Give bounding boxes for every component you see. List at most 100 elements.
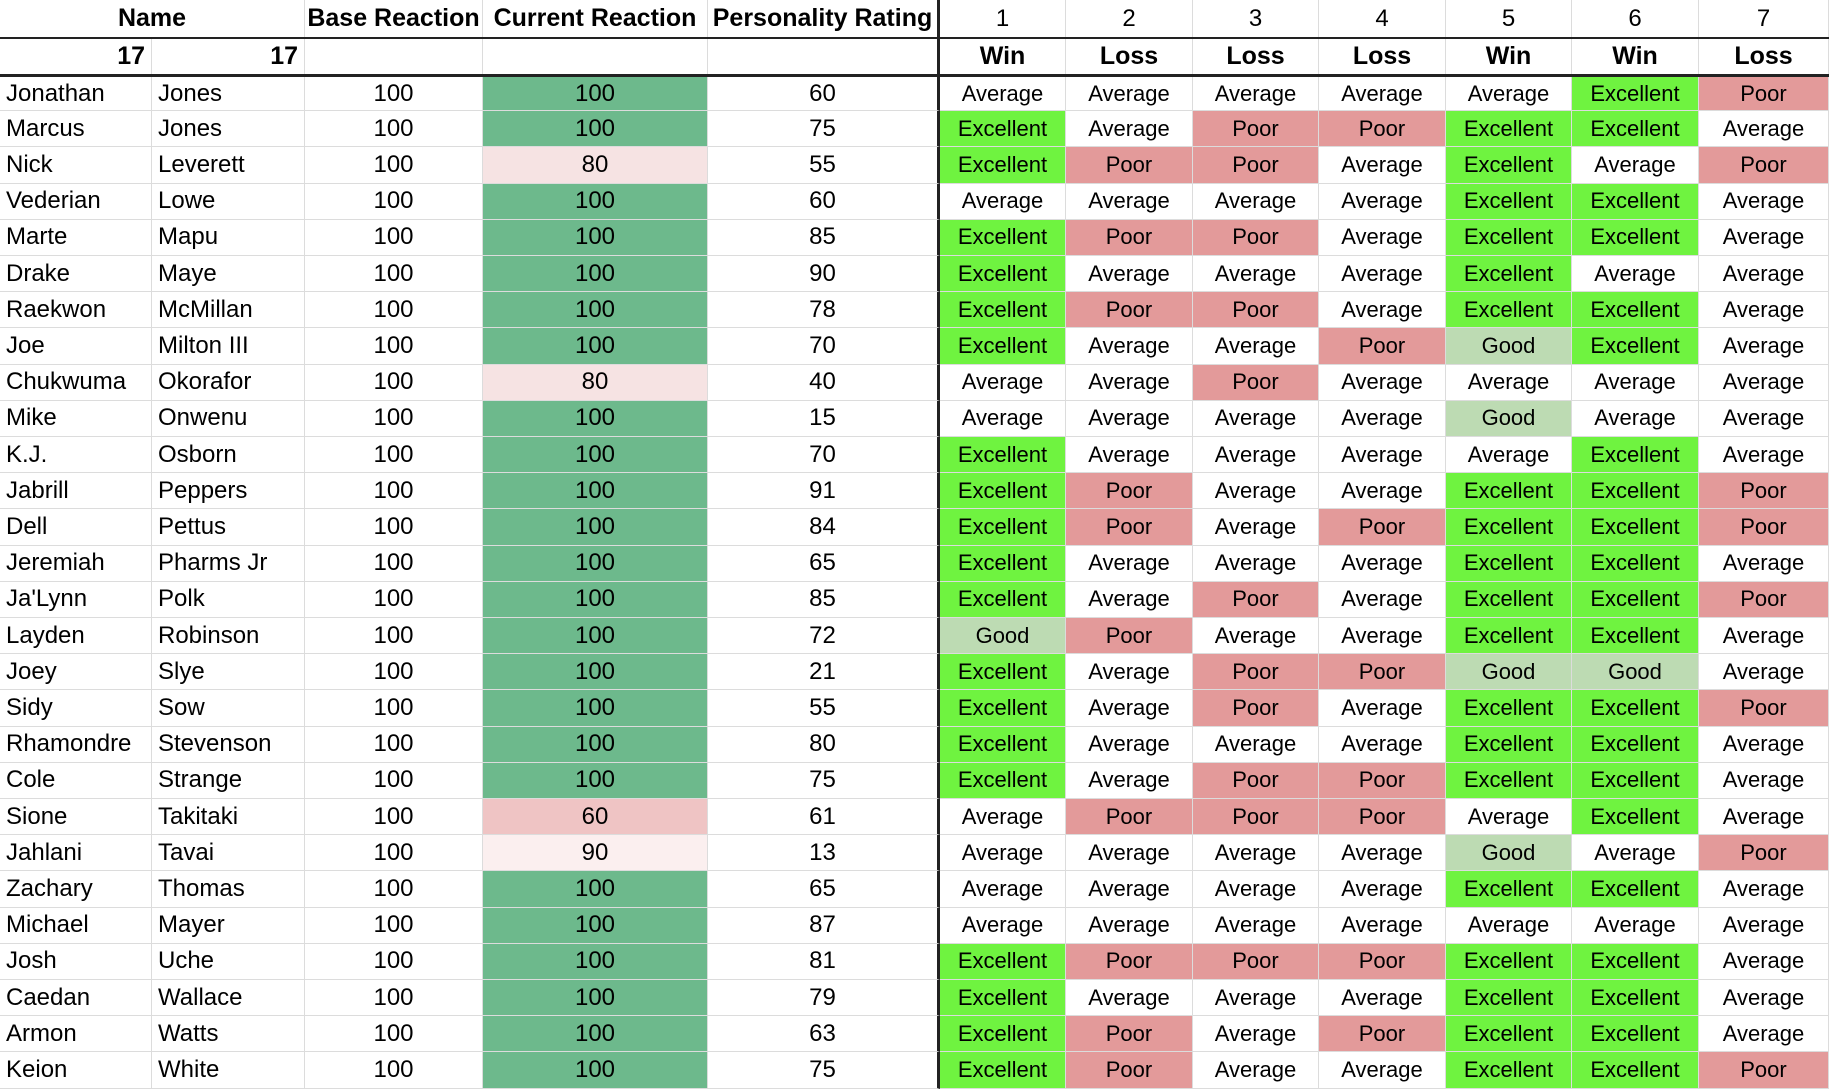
first-name-cell[interactable]: Marte xyxy=(0,219,152,256)
personality-rating-cell[interactable]: 70 xyxy=(708,437,940,474)
reaction-week-7-cell[interactable]: Poor xyxy=(1699,1052,1829,1089)
base-reaction-cell[interactable]: 100 xyxy=(305,835,483,872)
reaction-week-2-cell[interactable]: Average xyxy=(1066,980,1193,1017)
reaction-week-5-cell[interactable]: Excellent xyxy=(1446,726,1572,763)
current-reaction-cell[interactable]: 100 xyxy=(483,473,708,510)
reaction-week-1-cell[interactable]: Excellent xyxy=(940,328,1066,365)
last-name-cell[interactable]: Peppers xyxy=(152,473,305,510)
reaction-week-5-cell[interactable]: Excellent xyxy=(1446,943,1572,980)
reaction-week-6-cell[interactable]: Average xyxy=(1572,256,1699,293)
reaction-week-5-cell[interactable]: Excellent xyxy=(1446,292,1572,329)
reaction-week-3-cell[interactable]: Poor xyxy=(1193,762,1319,799)
reaction-week-2-cell[interactable]: Average xyxy=(1066,364,1193,401)
reaction-week-1-cell[interactable]: Excellent xyxy=(940,762,1066,799)
current-reaction-cell[interactable]: 100 xyxy=(483,907,708,944)
first-name-cell[interactable]: Jeremiah xyxy=(0,545,152,582)
personality-rating-cell[interactable]: 75 xyxy=(708,111,940,148)
reaction-week-3-cell[interactable]: Poor xyxy=(1193,799,1319,836)
reaction-week-6-cell[interactable]: Excellent xyxy=(1572,77,1699,112)
reaction-week-7-cell[interactable]: Average xyxy=(1699,545,1829,582)
reaction-week-2-cell[interactable]: Poor xyxy=(1066,473,1193,510)
reaction-week-7-cell[interactable]: Average xyxy=(1699,618,1829,655)
reaction-week-4-cell[interactable]: Average xyxy=(1319,581,1446,618)
reaction-week-6-cell[interactable]: Average xyxy=(1572,364,1699,401)
base-reaction-cell[interactable]: 100 xyxy=(305,364,483,401)
reaction-week-3-cell[interactable]: Average xyxy=(1193,509,1319,546)
reaction-week-2-cell[interactable]: Average xyxy=(1066,690,1193,727)
reaction-week-3-cell[interactable]: Average xyxy=(1193,545,1319,582)
last-name-cell[interactable]: Leverett xyxy=(152,147,305,184)
current-reaction-cell[interactable]: 100 xyxy=(483,545,708,582)
reaction-week-4-cell[interactable]: Average xyxy=(1319,77,1446,112)
personality-rating-cell[interactable]: 85 xyxy=(708,219,940,256)
reaction-week-6-cell[interactable]: Excellent xyxy=(1572,437,1699,474)
reaction-week-3-cell[interactable]: Average xyxy=(1193,1016,1319,1053)
reaction-week-4-cell[interactable]: Poor xyxy=(1319,799,1446,836)
last-name-cell[interactable]: Maye xyxy=(152,256,305,293)
reaction-week-1-cell[interactable]: Excellent xyxy=(940,219,1066,256)
reaction-week-1-cell[interactable]: Excellent xyxy=(940,437,1066,474)
current-reaction-cell[interactable]: 100 xyxy=(483,77,708,112)
reaction-week-6-cell[interactable]: Excellent xyxy=(1572,980,1699,1017)
personality-rating-cell[interactable]: 70 xyxy=(708,328,940,365)
first-name-cell[interactable]: Nick xyxy=(0,147,152,184)
reaction-week-6-cell[interactable]: Excellent xyxy=(1572,690,1699,727)
reaction-week-6-cell[interactable]: Excellent xyxy=(1572,618,1699,655)
reaction-week-7-cell[interactable]: Average xyxy=(1699,183,1829,220)
reaction-week-2-cell[interactable]: Average xyxy=(1066,111,1193,148)
reaction-week-1-cell[interactable]: Average xyxy=(940,400,1066,437)
current-reaction-cell[interactable]: 100 xyxy=(483,1052,708,1089)
personality-rating-cell[interactable]: 21 xyxy=(708,654,940,691)
reaction-week-7-cell[interactable]: Average xyxy=(1699,654,1829,691)
reaction-week-5-cell[interactable]: Average xyxy=(1446,437,1572,474)
reaction-week-2-cell[interactable]: Poor xyxy=(1066,219,1193,256)
first-name-cell[interactable]: Chukwuma xyxy=(0,364,152,401)
reaction-week-1-cell[interactable]: Average xyxy=(940,799,1066,836)
last-name-cell[interactable]: Thomas xyxy=(152,871,305,908)
reaction-week-5-cell[interactable]: Good xyxy=(1446,835,1572,872)
current-reaction-cell[interactable]: 100 xyxy=(483,509,708,546)
reaction-week-4-cell[interactable]: Average xyxy=(1319,400,1446,437)
first-name-cell[interactable]: Joe xyxy=(0,328,152,365)
personality-rating-cell[interactable]: 61 xyxy=(708,799,940,836)
first-name-cell[interactable]: Dell xyxy=(0,509,152,546)
last-name-cell[interactable]: Polk xyxy=(152,581,305,618)
outcome-week-1[interactable]: Win xyxy=(940,38,1066,75)
reaction-week-2-cell[interactable]: Average xyxy=(1066,400,1193,437)
reaction-week-3-cell[interactable]: Average xyxy=(1193,1052,1319,1089)
reaction-week-1-cell[interactable]: Excellent xyxy=(940,654,1066,691)
reaction-week-6-cell[interactable]: Excellent xyxy=(1572,799,1699,836)
last-name-cell[interactable]: Jones xyxy=(152,77,305,112)
reaction-week-6-cell[interactable]: Excellent xyxy=(1572,219,1699,256)
base-reaction-cell[interactable]: 100 xyxy=(305,907,483,944)
last-name-cell[interactable]: Robinson xyxy=(152,618,305,655)
current-reaction-cell[interactable]: 90 xyxy=(483,835,708,872)
reaction-week-5-cell[interactable]: Good xyxy=(1446,328,1572,365)
reaction-week-6-cell[interactable]: Excellent xyxy=(1572,545,1699,582)
first-name-cell[interactable]: Vederian xyxy=(0,183,152,220)
reaction-week-5-cell[interactable]: Excellent xyxy=(1446,473,1572,510)
last-name-cell[interactable]: Lowe xyxy=(152,183,305,220)
outcome-week-4[interactable]: Loss xyxy=(1319,38,1446,75)
last-name-cell[interactable]: Tavai xyxy=(152,835,305,872)
reaction-week-6-cell[interactable]: Excellent xyxy=(1572,328,1699,365)
base-reaction-cell[interactable]: 100 xyxy=(305,183,483,220)
current-reaction-cell[interactable]: 60 xyxy=(483,799,708,836)
current-reaction-cell[interactable]: 100 xyxy=(483,256,708,293)
reaction-week-4-cell[interactable]: Poor xyxy=(1319,762,1446,799)
reaction-week-3-cell[interactable]: Average xyxy=(1193,256,1319,293)
reaction-week-3-cell[interactable]: Poor xyxy=(1193,581,1319,618)
reaction-week-6-cell[interactable]: Average xyxy=(1572,400,1699,437)
personality-rating-cell[interactable]: 40 xyxy=(708,364,940,401)
first-name-cell[interactable]: Raekwon xyxy=(0,292,152,329)
reaction-week-4-cell[interactable]: Average xyxy=(1319,364,1446,401)
reaction-week-5-cell[interactable]: Good xyxy=(1446,654,1572,691)
base-reaction-cell[interactable]: 100 xyxy=(305,1016,483,1053)
reaction-week-4-cell[interactable]: Poor xyxy=(1319,654,1446,691)
first-name-cell[interactable]: Michael xyxy=(0,907,152,944)
reaction-week-3-cell[interactable]: Average xyxy=(1193,726,1319,763)
reaction-week-1-cell[interactable]: Average xyxy=(940,871,1066,908)
reaction-week-7-cell[interactable]: Poor xyxy=(1699,509,1829,546)
reaction-week-7-cell[interactable]: Average xyxy=(1699,437,1829,474)
reaction-week-3-cell[interactable]: Poor xyxy=(1193,690,1319,727)
